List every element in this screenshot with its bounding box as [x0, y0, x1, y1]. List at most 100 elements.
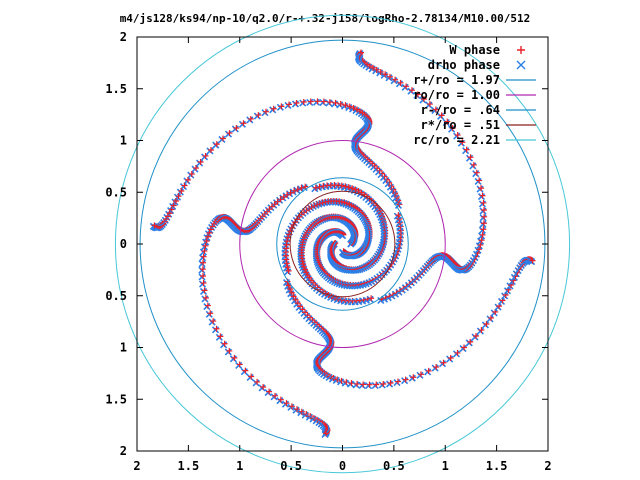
drho-phase-point: [431, 106, 439, 115]
drho-phase-point: [453, 132, 461, 140]
w-phase-point: [479, 192, 486, 199]
drho-phase-point: [438, 360, 447, 368]
w-phase-point: [380, 380, 387, 387]
w-phase-point: [323, 430, 330, 437]
drho-phase-point: [366, 295, 374, 303]
w-phase-point: [355, 188, 362, 195]
w-phase-point: [299, 258, 306, 265]
w-phase-point: [240, 120, 247, 127]
w-phase-point: [478, 327, 485, 334]
x-tick-label: 1.5: [486, 459, 508, 473]
x-tick-labels: 2 1.5 1 0.5 0 0.5 1 1.5 2: [133, 459, 551, 473]
w-phase-point: [301, 263, 308, 270]
w-phase-point: [350, 105, 357, 112]
drho-phase-point: [261, 109, 269, 117]
drho-phase-point: [252, 379, 260, 387]
drho-phase-point: [395, 288, 403, 296]
drho-phase-point: [393, 378, 401, 387]
drho-phase-point: [149, 222, 157, 230]
w-phase-point: [417, 371, 424, 378]
w-phase-point: [288, 289, 295, 296]
w-phase-point: [219, 135, 226, 142]
drho-phase-point: [199, 254, 207, 262]
w-phase-point: [303, 411, 310, 418]
drho-phase-point: [372, 67, 380, 75]
drho-phase-point: [384, 294, 392, 302]
drho-phase-point: [306, 98, 314, 107]
w-phase-point: [287, 286, 294, 293]
w-phase-point: [360, 381, 367, 388]
w-phase-point: [483, 320, 490, 327]
w-phase-point: [410, 374, 417, 381]
w-phase-point: [481, 213, 488, 220]
reference-circle-3: [289, 190, 396, 298]
drho-phase-point: [201, 295, 209, 303]
drho-phase-point: [457, 139, 465, 147]
drho-phase-point: [199, 248, 207, 256]
drho-phase-point: [203, 303, 211, 311]
w-phase-point: [463, 146, 470, 153]
w-phase-point: [255, 112, 262, 119]
drho-phase-point: [328, 375, 336, 383]
drho-phase-point: [431, 364, 439, 372]
drho-phase-point: [391, 290, 400, 298]
w-phase-point: [236, 361, 243, 368]
w-phase-point: [263, 108, 270, 115]
drho-phase-point: [220, 341, 228, 349]
w-phase-point: [392, 76, 399, 83]
drho-phase-point: [270, 393, 278, 401]
drho-phase-point: [472, 170, 480, 178]
w-phase-point: [414, 91, 421, 98]
w-phase-point: [444, 118, 451, 125]
drho-phase-point: [416, 371, 424, 379]
w-phase-point: [449, 125, 456, 132]
legend-marker-plus: [517, 46, 525, 54]
x-tick-label: 2: [133, 459, 140, 473]
w-phase-point: [172, 198, 179, 205]
drho-phase-point: [476, 185, 484, 193]
w-phase-point: [373, 66, 380, 73]
x-tick-label: 1: [442, 459, 449, 473]
w-phase-point: [467, 338, 474, 345]
w-phase-point: [349, 185, 356, 192]
drho-phase-point: [479, 207, 487, 215]
w-phase-point: [278, 103, 285, 110]
drho-phase-point: [341, 379, 349, 387]
drho-phase-point: [276, 103, 284, 111]
drho-phase-point: [240, 368, 248, 376]
drho-phase-point: [264, 389, 272, 397]
y-tick-label: 0: [120, 237, 127, 251]
w-phase-point: [201, 287, 208, 294]
w-phase-point: [300, 261, 307, 268]
w-phase-point: [210, 318, 217, 325]
y-tick-label: 1.5: [105, 392, 127, 406]
drho-phase-point: [476, 327, 484, 335]
drho-phase-point: [311, 185, 319, 193]
w-phase-point: [151, 222, 158, 229]
w-phase-point: [480, 220, 487, 227]
drho-phase-point: [364, 382, 373, 390]
w-phase-point: [307, 98, 314, 105]
drho-phase-point: [506, 282, 514, 290]
w-phase-point: [454, 132, 461, 139]
drho-phase-point: [205, 310, 213, 318]
x-tick-label: 0: [339, 459, 346, 473]
w-phase-point: [354, 380, 361, 387]
drho-phase-point: [481, 321, 489, 329]
drho-phase-point: [348, 282, 356, 290]
w-phase-point: [199, 266, 206, 273]
drho-phase-point: [474, 177, 482, 185]
legend-label: r*/ro = .51: [421, 118, 500, 132]
drho-phase-point: [386, 183, 394, 191]
drho-phase-point: [497, 297, 506, 305]
drho-phase-point: [345, 282, 354, 290]
drho-phase-point: [224, 348, 232, 356]
chart-title: m4/js128/ks94/np-10/q2.0/r-+.32-j158/log…: [120, 12, 531, 25]
drho-phase-point: [380, 233, 388, 241]
drho-phase-point: [171, 198, 179, 206]
w-phase-point: [175, 193, 182, 200]
drho-phase-point: [287, 403, 295, 411]
w-phase-point: [247, 115, 254, 122]
drho-phase-point: [459, 344, 467, 353]
drho-phase-point: [199, 287, 208, 295]
